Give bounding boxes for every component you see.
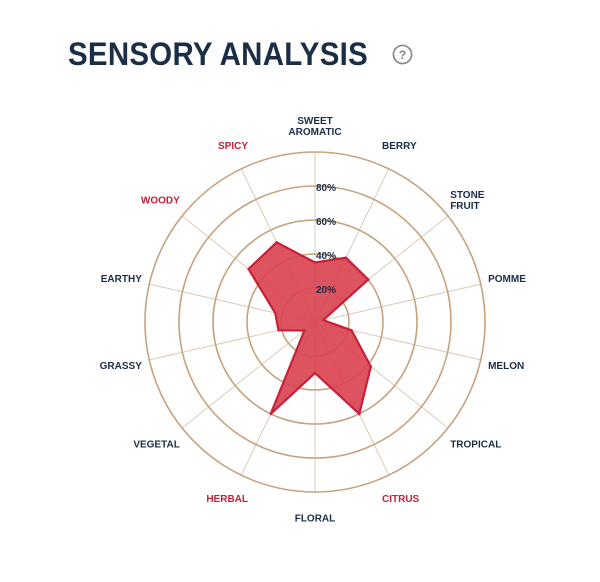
radar-data-point bbox=[358, 412, 361, 416]
radar-data-point bbox=[313, 261, 317, 264]
radar-category-label: HERBAL bbox=[206, 494, 248, 505]
radar-category-label: GRASSY bbox=[100, 361, 143, 372]
radar-tick-label: 40% bbox=[316, 251, 336, 262]
radar-data-point bbox=[274, 311, 277, 315]
radar-spoke bbox=[314, 283, 481, 323]
radar-data-point bbox=[366, 278, 370, 281]
radar-category-label: SWEET AROMATIC bbox=[288, 116, 341, 138]
radar-category-label: BERRY bbox=[382, 141, 417, 152]
radar-category-label: VEGETAL bbox=[133, 440, 179, 451]
radar-data-point bbox=[313, 371, 317, 375]
radar-ring bbox=[144, 151, 486, 493]
radar-data-point bbox=[269, 412, 272, 416]
radar-ring bbox=[246, 253, 384, 391]
radar-data-point bbox=[369, 365, 373, 368]
radar-series-area bbox=[247, 241, 372, 416]
radar-data-point bbox=[247, 267, 250, 271]
radar-spoke bbox=[181, 321, 316, 429]
radar-tick-label: 80% bbox=[316, 183, 336, 194]
radar-tick-label: 60% bbox=[316, 217, 336, 228]
radar-data-point bbox=[275, 241, 278, 244]
radar-data-point bbox=[344, 256, 348, 259]
radar-category-label: MELON bbox=[488, 361, 524, 372]
radar-category-label: TROPICAL bbox=[450, 440, 501, 451]
radar-category-label: SPICY bbox=[218, 141, 248, 152]
radar-category-label: CITRUS bbox=[382, 494, 420, 505]
radar-ring bbox=[178, 185, 452, 459]
chart-header: SENSORY ANALYSIS ? bbox=[68, 36, 413, 73]
radar-category-label: POMME bbox=[488, 274, 526, 285]
radar-data-point bbox=[277, 329, 280, 332]
radar-ring bbox=[212, 219, 418, 425]
radar-category-label: WOODY bbox=[141, 195, 180, 206]
radar-category-label: STONE FRUIT bbox=[450, 190, 485, 212]
help-question-icon[interactable]: ? bbox=[392, 44, 413, 65]
radar-tick-label: 20% bbox=[316, 285, 336, 296]
radar-data-point bbox=[350, 329, 353, 332]
radar-category-label: EARTHY bbox=[101, 274, 142, 285]
page-title: SENSORY ANALYSIS bbox=[68, 36, 369, 72]
radar-data-point bbox=[303, 329, 306, 332]
radar-data-point bbox=[322, 318, 325, 322]
radar-category-label: FLORAL bbox=[295, 514, 336, 525]
svg-text:?: ? bbox=[399, 48, 407, 62]
